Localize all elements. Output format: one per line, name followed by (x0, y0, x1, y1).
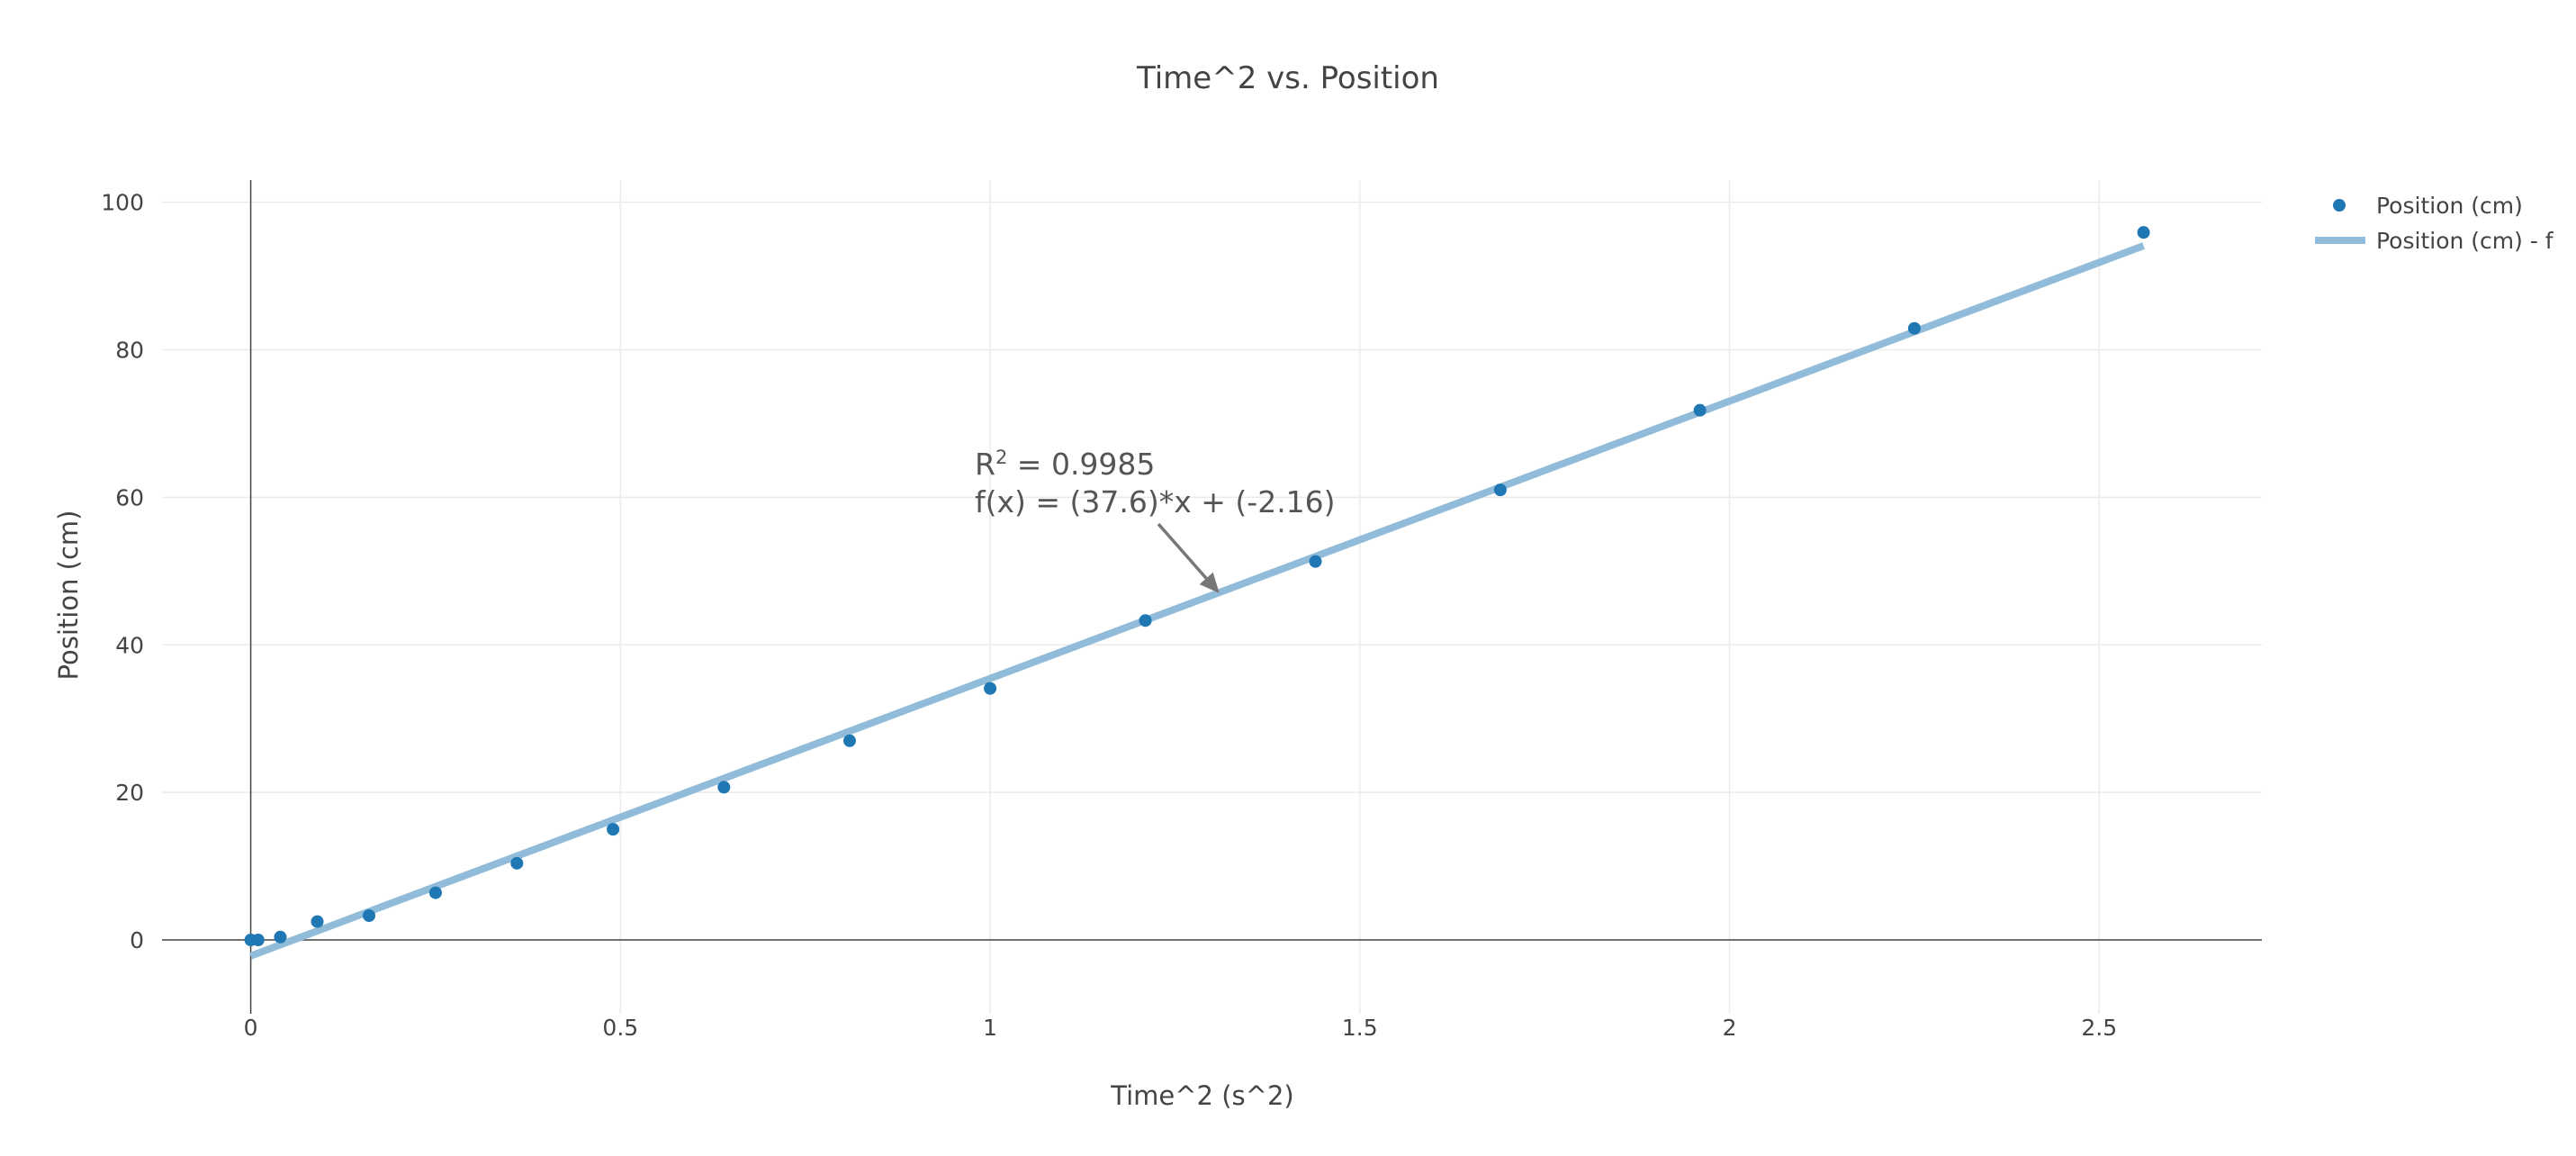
x-tick-label: 1 (983, 1015, 997, 1041)
data-point (717, 781, 731, 794)
data-point (363, 909, 376, 923)
x-tick-label: 0 (244, 1015, 258, 1041)
y-tick-label: 60 (115, 484, 144, 510)
data-point (2137, 226, 2150, 239)
data-point (1493, 483, 1507, 497)
y-tick-label: 20 (115, 780, 144, 806)
data-point (607, 823, 620, 836)
legend-label-scatter: Position (cm) (2376, 193, 2523, 219)
data-point (428, 886, 442, 899)
data-point (1907, 321, 1921, 335)
legend-item-fit[interactable]: Position (cm) - f (2315, 228, 2554, 254)
fit-annotation: R2 = 0.9985 f(x) = (37.6)*x + (-2.16) (975, 447, 1336, 593)
data-point (1693, 403, 1707, 417)
y-tick-label: 100 (101, 190, 144, 216)
legend[interactable]: Position (cm) Position (cm) - f (2315, 193, 2554, 254)
data-point (274, 930, 287, 944)
fit-equation-label: f(x) = (37.6)*x + (-2.16) (975, 484, 1336, 519)
grid-layer (162, 180, 2262, 1014)
data-point (251, 934, 265, 947)
legend-marker-icon (2333, 199, 2346, 212)
x-tick-label: 0.5 (602, 1015, 638, 1041)
x-tick-label: 2 (1723, 1015, 1737, 1041)
x-tick-label: 2.5 (2081, 1015, 2117, 1041)
y-tick-label: 0 (130, 927, 144, 953)
y-tick-label: 80 (115, 337, 144, 363)
y-axis-title: Position (cm) (53, 510, 84, 681)
fit-line-layer (249, 242, 2145, 960)
r-squared-label: R2 = 0.9985 (975, 447, 1155, 482)
x-axis-title: Time^2 (s^2) (1110, 1080, 1293, 1111)
data-point (510, 856, 524, 870)
data-point (842, 734, 856, 747)
data-point (311, 915, 324, 928)
x-tick-label: 1.5 (1342, 1015, 1378, 1041)
legend-label-fit: Position (cm) - f (2376, 228, 2554, 254)
data-point (1139, 614, 1152, 628)
legend-item-scatter[interactable]: Position (cm) (2333, 193, 2523, 219)
points-layer (244, 226, 2150, 947)
annotation-arrow (1157, 522, 1208, 580)
ticks-layer: 0 0.5 1 1.5 2 2.5 0 20 40 60 80 100 (101, 190, 2117, 1041)
axes-layer (162, 180, 2262, 1014)
data-point (984, 682, 997, 695)
data-point (1309, 555, 1322, 568)
y-tick-label: 40 (115, 632, 144, 658)
fit-line (249, 242, 2145, 960)
chart-title: Time^2 vs. Position (1136, 60, 1439, 96)
annotation-arrowhead (1199, 572, 1220, 593)
